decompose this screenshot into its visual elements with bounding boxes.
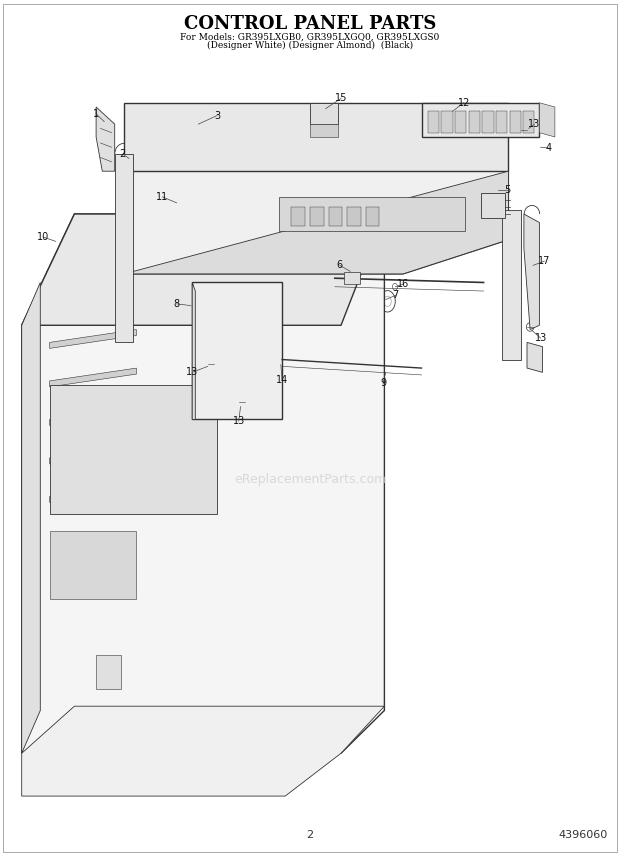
Text: 4396060: 4396060 [558, 830, 608, 841]
Polygon shape [50, 445, 136, 464]
Polygon shape [510, 111, 521, 133]
Text: 12: 12 [458, 98, 470, 108]
Text: 10: 10 [37, 232, 50, 242]
Text: 13: 13 [528, 119, 541, 129]
Polygon shape [22, 214, 384, 753]
Text: 9: 9 [380, 378, 386, 389]
Polygon shape [310, 207, 324, 226]
Polygon shape [523, 111, 534, 133]
Text: 8: 8 [174, 299, 180, 309]
Text: 11: 11 [156, 192, 169, 202]
Polygon shape [22, 706, 384, 796]
Polygon shape [469, 111, 480, 133]
Polygon shape [124, 171, 508, 274]
Text: 13: 13 [534, 333, 547, 343]
Text: 13: 13 [186, 367, 198, 377]
Text: 2: 2 [120, 149, 126, 159]
Text: 6: 6 [337, 260, 343, 270]
Text: 2: 2 [306, 830, 314, 841]
Text: (Designer White) (Designer Almond)  (Black): (Designer White) (Designer Almond) (Blac… [207, 41, 413, 50]
Polygon shape [50, 407, 136, 425]
Polygon shape [96, 107, 115, 171]
Text: 16: 16 [397, 279, 409, 289]
Polygon shape [96, 655, 121, 689]
Polygon shape [539, 103, 555, 137]
Text: 7: 7 [392, 290, 399, 300]
Text: 17: 17 [538, 256, 551, 266]
Polygon shape [50, 531, 136, 599]
Polygon shape [50, 368, 136, 387]
Polygon shape [524, 214, 539, 330]
Polygon shape [366, 207, 379, 226]
Polygon shape [50, 484, 136, 502]
Polygon shape [482, 111, 494, 133]
Polygon shape [124, 171, 508, 274]
Polygon shape [344, 272, 360, 284]
Polygon shape [291, 207, 305, 226]
Polygon shape [527, 342, 542, 372]
Polygon shape [329, 207, 342, 226]
Polygon shape [455, 111, 466, 133]
Polygon shape [192, 282, 195, 419]
Polygon shape [422, 103, 539, 137]
Text: CONTROL PANEL PARTS: CONTROL PANEL PARTS [184, 15, 436, 33]
Text: 4: 4 [546, 143, 552, 153]
Polygon shape [22, 282, 40, 753]
Polygon shape [441, 111, 453, 133]
Polygon shape [347, 207, 361, 226]
Polygon shape [310, 103, 338, 124]
Polygon shape [310, 124, 338, 137]
Polygon shape [192, 282, 282, 419]
Polygon shape [496, 111, 507, 133]
Polygon shape [50, 330, 136, 348]
Polygon shape [428, 111, 439, 133]
Text: eReplacementParts.com: eReplacementParts.com [234, 473, 386, 486]
Polygon shape [480, 193, 505, 218]
Text: 1: 1 [93, 109, 99, 119]
Polygon shape [124, 103, 508, 171]
Text: 3: 3 [214, 110, 220, 121]
Polygon shape [115, 154, 133, 342]
Text: 15: 15 [335, 93, 347, 104]
Polygon shape [50, 385, 217, 514]
Polygon shape [502, 210, 521, 360]
Text: 13: 13 [232, 416, 245, 426]
Text: 5: 5 [504, 185, 510, 195]
Text: 14: 14 [276, 375, 288, 385]
Text: For Models: GR395LXGB0, GR395LXGQ0, GR395LXGS0: For Models: GR395LXGB0, GR395LXGQ0, GR39… [180, 33, 440, 41]
Polygon shape [22, 214, 384, 325]
Polygon shape [279, 197, 465, 231]
